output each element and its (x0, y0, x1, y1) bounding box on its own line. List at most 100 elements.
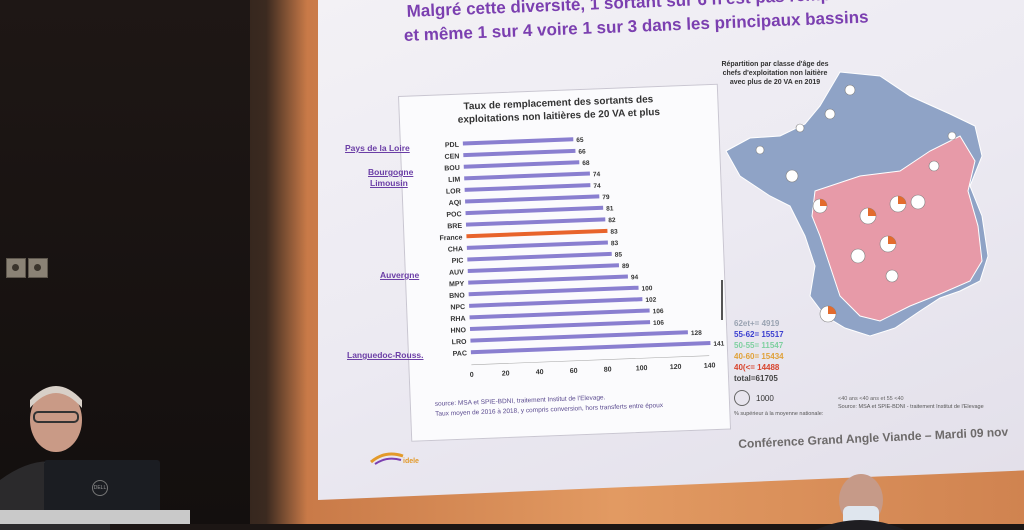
wall-socket (28, 258, 48, 278)
bar-pic (467, 251, 612, 262)
france-map-pink-zone (811, 135, 983, 322)
region-label-pays-de-la-loire: Pays de la Loire (345, 143, 410, 153)
bar-lor (464, 183, 591, 192)
legend-bracket (721, 280, 731, 320)
france-map (725, 71, 989, 337)
pie-slice (888, 236, 896, 244)
bar-lro (470, 330, 688, 343)
category-label-lro: LRO (452, 339, 468, 347)
legend-62-plus: 62et+= 4919 (734, 319, 780, 328)
category-label-bno: BNO (449, 292, 465, 300)
idele-logo-text: idele (403, 458, 419, 465)
category-label-pac: PAC (453, 350, 468, 358)
bar-bre (465, 217, 606, 227)
value-label-cha: 83 (611, 240, 619, 247)
value-label-rha: 106 (653, 308, 664, 315)
value-label-hno: 106 (653, 320, 664, 327)
value-label-lim: 74 (593, 171, 601, 178)
category-label-pic: PIC (452, 258, 464, 265)
x-axis (471, 355, 710, 366)
bar-cen (463, 148, 576, 158)
region-label-bourgogne: Bourgogne (368, 167, 414, 177)
x-tick-label: 0 (470, 372, 474, 379)
bar-pac (470, 340, 711, 355)
map-source: Source: MSA et SPIE-BDNI - traitement In… (838, 404, 984, 410)
person-bottom-right (815, 474, 905, 530)
value-label-pac: 141 (713, 340, 724, 347)
pie-marker (844, 84, 856, 96)
value-label-auv: 89 (622, 263, 630, 270)
bar-bno (468, 285, 639, 297)
category-label-bre: BRE (447, 223, 462, 231)
value-label-aqi: 79 (602, 194, 610, 201)
category-label-npc: NPC (450, 304, 465, 312)
category-label-poc: POC (446, 211, 461, 219)
bar-france (466, 228, 608, 239)
x-tick-label: 20 (502, 370, 510, 377)
x-tick-label: 60 (570, 368, 578, 375)
category-label-lor: LOR (446, 188, 461, 196)
legend-40-60: 40-60= 15434 (734, 352, 784, 361)
category-label-france: France (439, 234, 462, 242)
category-label-bou: BOU (444, 165, 460, 173)
pie-marker (885, 269, 899, 283)
bar-hno (469, 320, 651, 332)
region-label-auvergne: Auvergne (380, 270, 420, 280)
bar-npc (469, 297, 643, 308)
x-tick-label: 100 (636, 365, 648, 372)
bar-chart-panel: Taux de remplacement des sortants des ex… (398, 83, 732, 442)
map-title: Répartition par classe d'âge des chefs d… (690, 60, 860, 87)
value-label-bou: 68 (582, 160, 590, 167)
category-label-hno: HNO (450, 327, 466, 335)
bar-auv (467, 263, 620, 274)
podium (0, 510, 190, 524)
legend-50-55: 50-55= 11547 (734, 341, 784, 350)
bar-poc (465, 205, 604, 216)
pie-marker (928, 160, 940, 172)
bar-aqi (465, 194, 600, 204)
laptop: DELL (44, 460, 160, 516)
pie-marker (785, 169, 799, 183)
region-label-languedoc: Languedoc-Rouss. (347, 350, 424, 360)
value-label-pdl: 65 (576, 137, 584, 144)
map-title-line2: chefs d'exploitation non laitière (722, 70, 828, 77)
pie-marker (850, 248, 866, 264)
value-label-npc: 102 (645, 297, 656, 304)
value-label-lro: 128 (691, 330, 702, 337)
bar-mpy (468, 274, 628, 285)
map-title-line1: Répartition par classe d'âge des (721, 61, 829, 68)
replacement-rate-chart: PDL 65 CEN 66 BOU 68 LIM 74 LOR 74 AQI 79 POC 81 BRE 82… (439, 137, 724, 379)
category-label-mpy: MPY (449, 281, 465, 289)
circle-size-legend: 1000 (734, 390, 823, 406)
pie-marker (947, 131, 957, 141)
bar-cha (466, 240, 608, 250)
x-tick-label: 40 (536, 369, 544, 376)
pie-slice (820, 199, 827, 206)
x-tick-label: 120 (670, 364, 682, 371)
pie-marker (755, 145, 765, 155)
bar-bou (463, 160, 580, 169)
legend-under-40: 40(<= 14488 (734, 363, 780, 372)
legend-total: total=61705 (734, 374, 778, 383)
circle-size-label: 1000 (756, 393, 774, 403)
age-legend: 62et+= 4919 55-62= 15517 50-55= 11547 40… (734, 318, 823, 420)
pie-slice (828, 306, 836, 314)
map-footnote: % supérieur à la moyenne nationale: (734, 411, 824, 417)
age-pie-markers (755, 84, 957, 323)
pie-marker (910, 194, 926, 210)
dell-logo-icon: DELL (92, 480, 108, 496)
pie-marker (795, 123, 805, 133)
pie-slice (868, 208, 876, 216)
wall-socket (6, 258, 26, 278)
bar-rha (469, 308, 650, 320)
pie-marker (824, 108, 836, 120)
category-label-lim: LIM (448, 176, 460, 183)
pie-slice (898, 196, 906, 204)
value-label-mpy: 94 (631, 274, 639, 281)
pie-orange-slices (820, 196, 906, 314)
value-label-lor: 74 (593, 183, 601, 190)
category-label-auv: AUV (449, 269, 464, 277)
value-label-pic: 85 (615, 252, 623, 259)
category-label-rha: RHA (450, 316, 465, 324)
region-label-limousin: Limousin (370, 178, 408, 188)
